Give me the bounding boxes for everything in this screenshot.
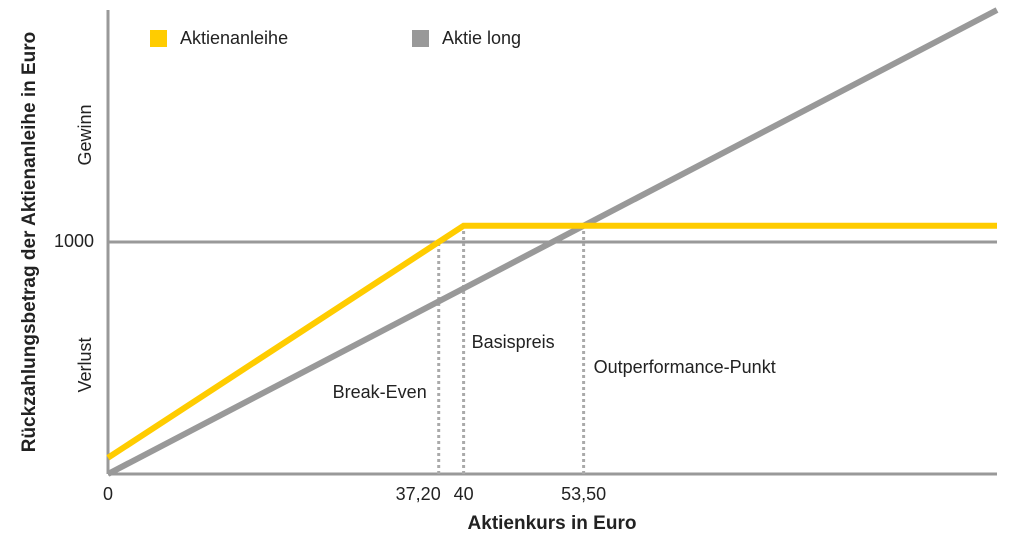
x-tick-label: 40: [454, 484, 474, 504]
annotation-label: Outperformance-Punkt: [594, 357, 776, 377]
y-axis-title: Rückzahlungsbetrag der Aktienanleihe in …: [19, 32, 40, 453]
x-tick-label: 53,50: [561, 484, 606, 504]
gain-label: Gewinn: [75, 104, 95, 165]
x-tick-label: 37,20: [396, 484, 441, 504]
series-line: [106, 7, 999, 477]
x-tick-label: 0: [103, 484, 113, 504]
annotation-label: Basispreis: [472, 332, 555, 352]
annotation-label: Break-Even: [333, 382, 427, 402]
legend-swatch: [412, 30, 429, 47]
legend-swatch: [150, 30, 167, 47]
series-line: [106, 222, 997, 461]
loss-label: Verlust: [75, 337, 95, 392]
legend-label: Aktie long: [442, 28, 521, 48]
y-tick-label: 1000: [54, 231, 94, 251]
x-axis-title: Aktienkurs in Euro: [468, 513, 637, 534]
legend-label: Aktienanleihe: [180, 28, 288, 48]
